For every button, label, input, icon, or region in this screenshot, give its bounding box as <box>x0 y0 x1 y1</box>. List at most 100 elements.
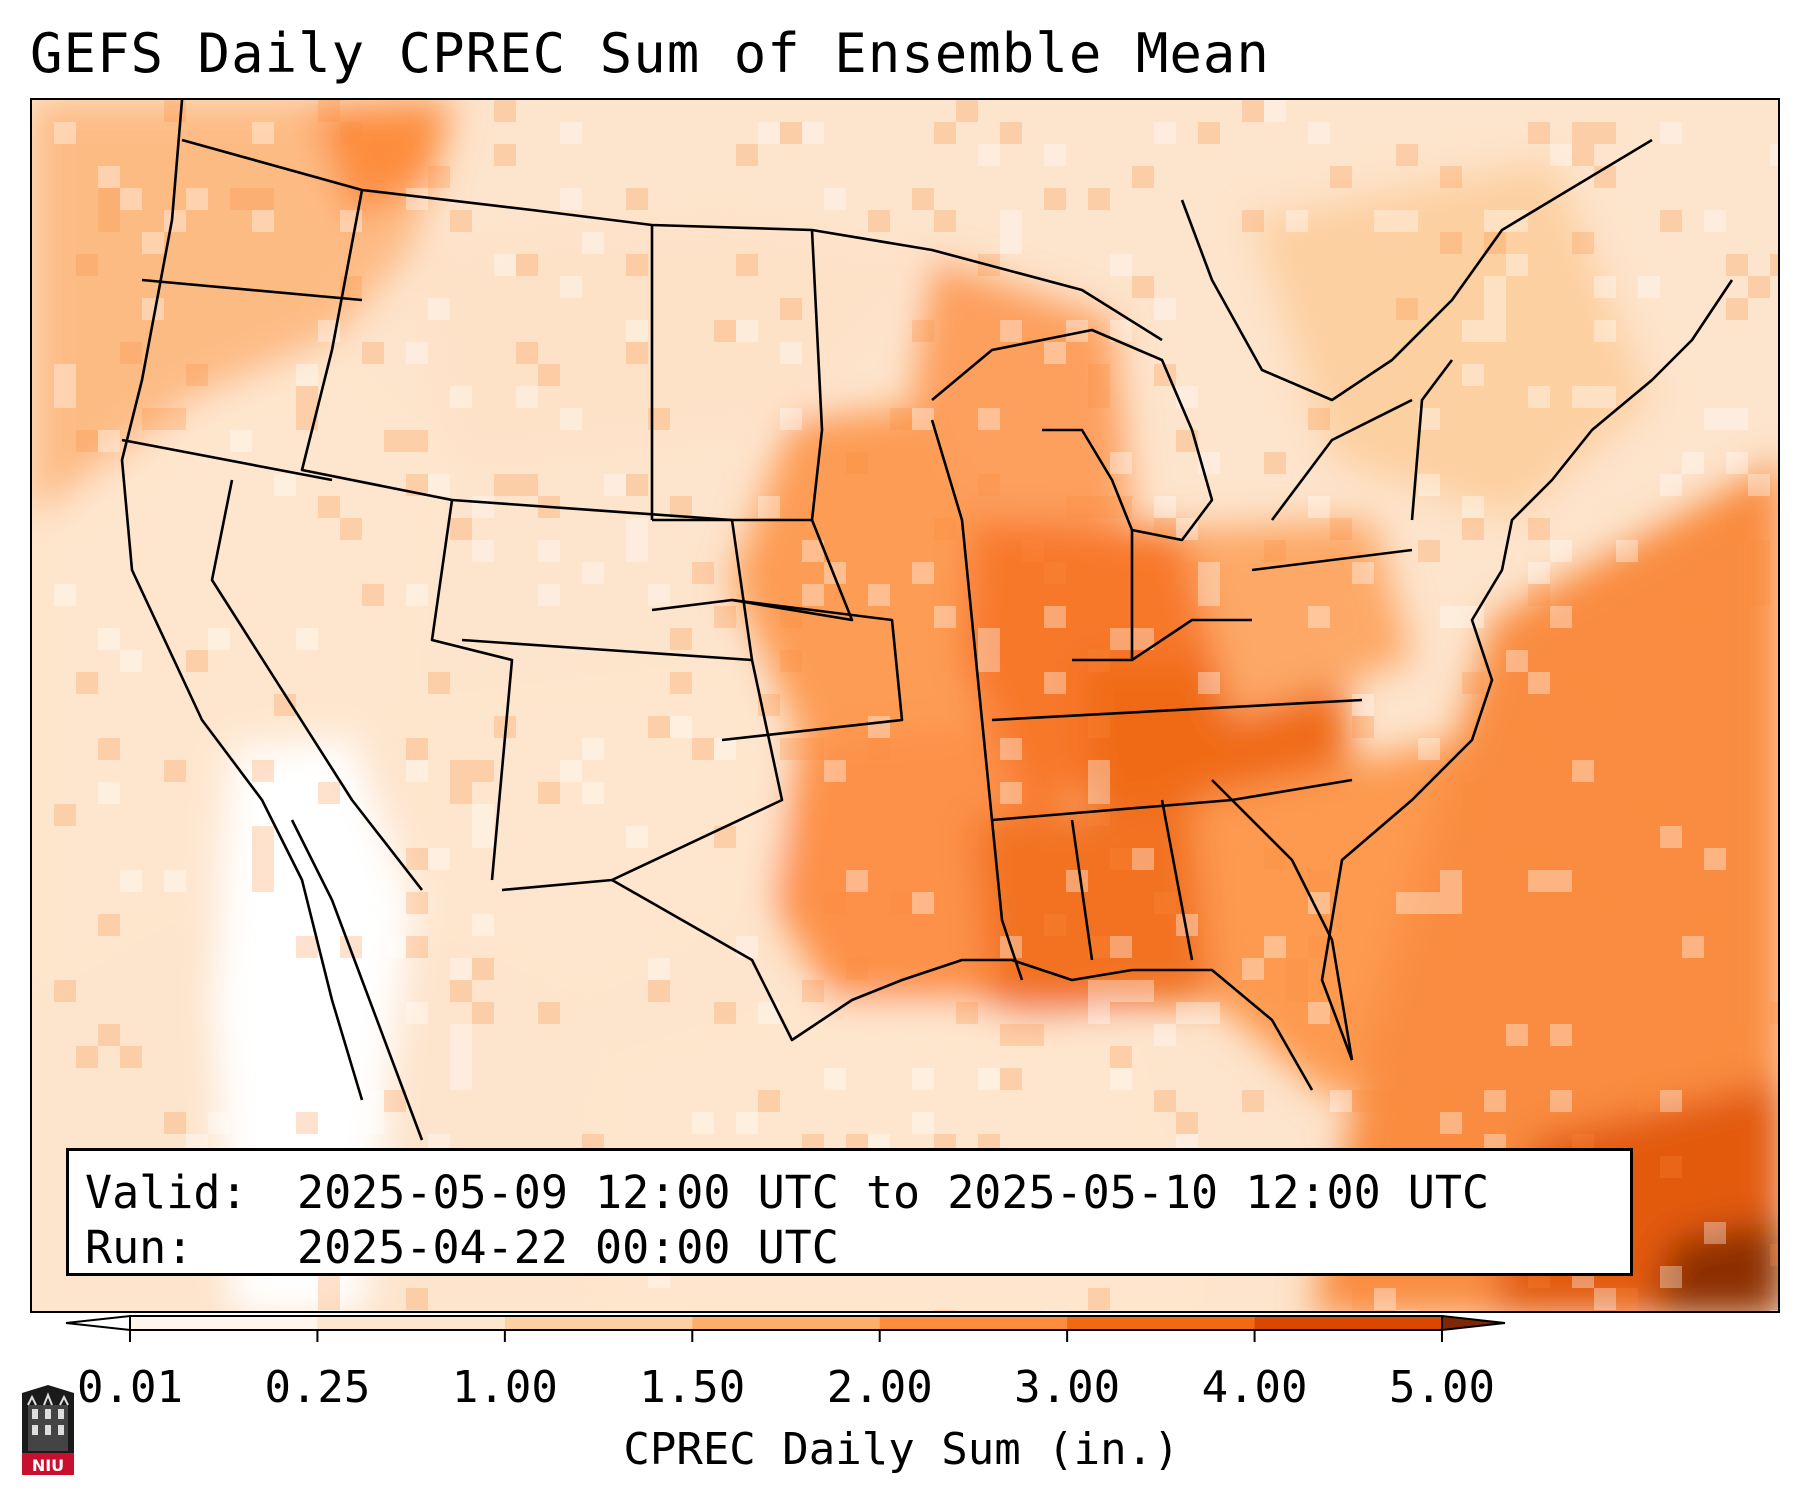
grid-cell <box>1462 672 1484 694</box>
grid-cell <box>626 518 648 540</box>
grid-cell <box>1660 474 1682 496</box>
grid-cell <box>780 738 802 760</box>
grid-cell <box>1110 628 1132 650</box>
niu-logo-icon <box>22 1385 74 1475</box>
grid-cell <box>648 958 670 980</box>
precip-map[interactable] <box>32 100 1780 1313</box>
grid-cell <box>1242 210 1264 232</box>
grid-cell <box>582 232 604 254</box>
grid-cell <box>1000 1024 1022 1046</box>
map-frame[interactable] <box>30 98 1780 1313</box>
grid-cell <box>1374 1090 1396 1112</box>
valid-value: 2025-05-09 12:00 UTC to 2025-05-10 12:00… <box>297 1166 1490 1219</box>
grid-cell <box>1594 276 1616 298</box>
grid-cell <box>1000 738 1022 760</box>
grid-cell <box>1374 1288 1396 1310</box>
grid-cell <box>1330 1090 1352 1112</box>
grid-cell <box>538 782 560 804</box>
grid-cell <box>758 122 780 144</box>
grid-cell <box>296 826 318 848</box>
grid-cell <box>1726 408 1748 430</box>
grid-cell <box>560 276 582 298</box>
grid-cell <box>1154 122 1176 144</box>
grid-cell <box>560 122 582 144</box>
grid-cell <box>98 188 120 210</box>
grid-cell <box>604 474 626 496</box>
grid-cell <box>1000 210 1022 232</box>
grid-cell <box>802 540 824 562</box>
grid-cell <box>384 430 406 452</box>
grid-cell <box>1594 892 1616 914</box>
grid-cell <box>1308 936 1330 958</box>
grid-cell <box>1550 1090 1572 1112</box>
grid-cell <box>1572 122 1594 144</box>
grid-cell <box>296 386 318 408</box>
grid-cell <box>1770 1310 1778 1311</box>
utah-colorado <box>430 499 514 881</box>
grid-cell <box>978 650 1000 672</box>
grid-cell <box>1088 716 1110 738</box>
grid-cell <box>1154 892 1176 914</box>
grid-cell <box>472 958 494 980</box>
grid-cell <box>252 848 274 870</box>
grid-cell <box>230 430 252 452</box>
grid-cell <box>692 738 714 760</box>
grid-cell <box>1594 694 1616 716</box>
valid-row: Valid: 2025-05-09 12:00 UTC to 2025-05-1… <box>85 1165 1614 1220</box>
grid-cell <box>1506 254 1528 276</box>
grid-cell <box>1550 870 1572 892</box>
grid-cell <box>1264 540 1286 562</box>
grid-cell <box>54 980 76 1002</box>
texas <box>611 878 1012 1042</box>
grid-cell <box>560 188 582 210</box>
grid-cell <box>978 628 1000 650</box>
grid-cell <box>1044 672 1066 694</box>
grid-cell <box>186 188 208 210</box>
grid-cell <box>1000 782 1022 804</box>
grid-cell <box>1528 870 1550 892</box>
grid-cell <box>1132 166 1154 188</box>
grid-cell <box>1616 1310 1638 1311</box>
grid-cell <box>472 496 494 518</box>
grid-cell <box>296 628 318 650</box>
grid-cell <box>1660 1156 1682 1178</box>
grid-cell <box>934 1310 956 1311</box>
canada-east <box>1180 138 1653 402</box>
grid-cell <box>1066 496 1088 518</box>
grid-cell <box>54 584 76 606</box>
grid-cell <box>1396 1310 1418 1311</box>
grid-cell <box>1572 870 1594 892</box>
niu-logo: NIU <box>18 1383 78 1481</box>
grid-cell <box>1748 474 1770 496</box>
grid-cell <box>54 364 76 386</box>
colorbar-segment <box>130 1316 318 1330</box>
grid-cell <box>472 804 494 826</box>
grid-cell <box>626 320 648 342</box>
grid-cell <box>1066 870 1088 892</box>
grid-cell <box>1726 298 1748 320</box>
grid-cell <box>406 892 428 914</box>
grid-cell <box>1440 936 1462 958</box>
grid-cell <box>912 320 934 342</box>
grid-cell <box>1198 584 1220 606</box>
grid-cell <box>516 342 538 364</box>
colorbar-segment <box>879 1316 1068 1330</box>
grid-cell <box>54 804 76 826</box>
grid-cell <box>868 738 890 760</box>
grid-cell <box>582 562 604 584</box>
grid-cell <box>1638 1090 1660 1112</box>
grid-cell <box>846 452 868 474</box>
mississippi-river <box>930 419 1024 981</box>
grid-cell <box>406 738 428 760</box>
grid-cell <box>1594 320 1616 342</box>
grid-cell <box>120 188 142 210</box>
grid-cell <box>1418 892 1440 914</box>
grid-cell <box>1044 606 1066 628</box>
grid-cell <box>1088 1288 1110 1310</box>
grid-cell <box>252 826 274 848</box>
grid-cell <box>1264 936 1286 958</box>
northeast-lines <box>1251 359 1454 572</box>
grid-cell <box>1748 276 1770 298</box>
grid-cell <box>1176 386 1198 408</box>
grid-cell <box>1396 210 1418 232</box>
